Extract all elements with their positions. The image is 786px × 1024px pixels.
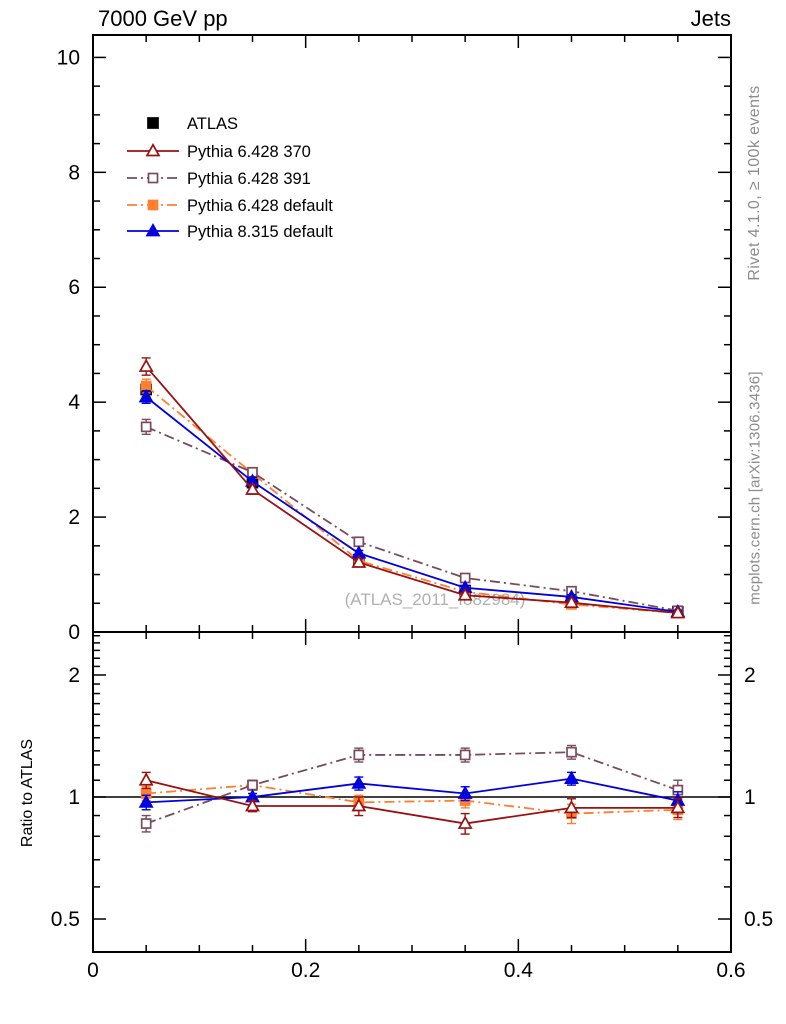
- plot-title-beam: 7000 GeV pp: [98, 6, 228, 31]
- svg-text:Pythia 8.315 default: Pythia 8.315 default: [187, 223, 333, 241]
- ratio-axis-title: Ratio to ATLAS: [19, 738, 36, 848]
- svg-text:Pythia 6.428 391: Pythia 6.428 391: [187, 170, 311, 188]
- svg-text:10: 10: [57, 46, 80, 69]
- svg-text:0.6: 0.6: [716, 959, 745, 982]
- svg-text:1: 1: [744, 786, 756, 809]
- svg-text:0: 0: [87, 959, 99, 982]
- analysis-watermark: (ATLAS_2011_I882984): [344, 590, 526, 609]
- legend: ATLAS Pythia 6.428 370 Pythia 6.428 391 Pyt…: [127, 115, 333, 241]
- svg-text:2: 2: [744, 664, 756, 687]
- svg-text:0.2: 0.2: [291, 959, 320, 982]
- svg-text:6: 6: [68, 276, 80, 299]
- main-y-tick-labels: 0 2 4 6 8 10: [57, 46, 81, 644]
- plot-title-topic: Jets: [690, 6, 731, 31]
- svg-text:4: 4: [68, 391, 80, 414]
- mcplots-reference-note: mcplots.cern.ch [arXiv:1306.3436]: [746, 371, 764, 605]
- rivet-version-note: Rivet 4.1.0, ≥ 100k events: [746, 85, 763, 281]
- svg-text:0: 0: [68, 621, 80, 644]
- svg-text:Pythia 6.428 default: Pythia 6.428 default: [187, 197, 333, 215]
- x-tick-labels: 0 0.2 0.4 0.6: [87, 959, 745, 982]
- svg-text:2: 2: [68, 506, 80, 529]
- svg-text:2: 2: [68, 664, 80, 687]
- svg-text:8: 8: [68, 161, 80, 184]
- svg-text:0.5: 0.5: [51, 908, 80, 931]
- series-atlas: [140, 381, 684, 618]
- svg-text:Pythia 6.428 370: Pythia 6.428 370: [187, 143, 311, 161]
- svg-text:0.4: 0.4: [504, 959, 534, 982]
- ratio-y-tick-labels: 0.5 0.5 1 1 2 2: [51, 664, 773, 931]
- svg-text:0.5: 0.5: [744, 908, 773, 931]
- svg-text:ATLAS: ATLAS: [187, 115, 238, 133]
- svg-text:1: 1: [68, 786, 80, 809]
- series-pythia-6-428-370: [138, 357, 686, 835]
